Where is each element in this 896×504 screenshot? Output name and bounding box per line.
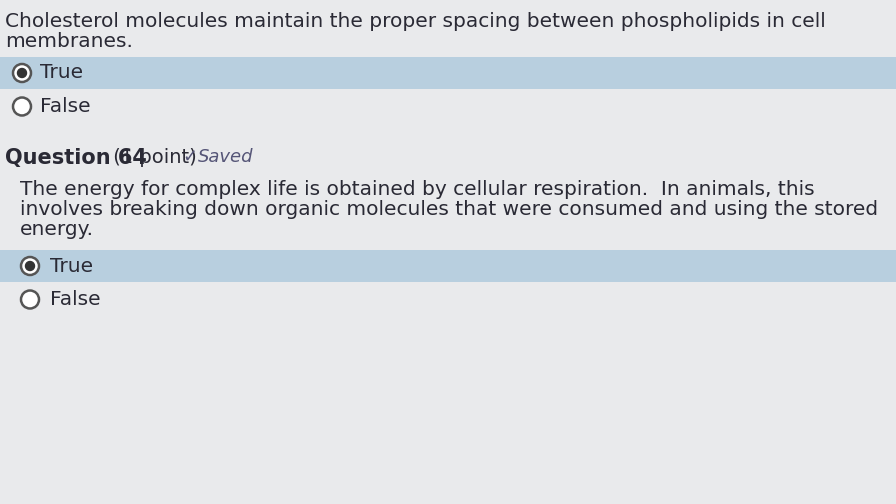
- Text: energy.: energy.: [20, 220, 94, 239]
- Text: (1 point): (1 point): [107, 148, 197, 167]
- Circle shape: [21, 290, 39, 308]
- Text: ✓: ✓: [182, 148, 197, 166]
- Circle shape: [21, 257, 39, 275]
- Text: Cholesterol molecules maintain the proper spacing between phospholipids in cell: Cholesterol molecules maintain the prope…: [5, 12, 826, 31]
- Circle shape: [25, 262, 35, 271]
- Text: True: True: [50, 257, 93, 276]
- Circle shape: [13, 97, 31, 115]
- Circle shape: [13, 64, 31, 82]
- Text: False: False: [50, 290, 100, 309]
- Text: Saved: Saved: [198, 148, 254, 166]
- FancyBboxPatch shape: [0, 250, 896, 282]
- Text: involves breaking down organic molecules that were consumed and using the stored: involves breaking down organic molecules…: [20, 200, 878, 219]
- Text: membranes.: membranes.: [5, 32, 133, 51]
- Text: True: True: [40, 64, 83, 83]
- FancyBboxPatch shape: [0, 57, 896, 89]
- Text: Question 64: Question 64: [5, 148, 147, 168]
- Text: The energy for complex life is obtained by cellular respiration.  In animals, th: The energy for complex life is obtained …: [20, 180, 814, 199]
- Text: False: False: [40, 97, 90, 116]
- Circle shape: [18, 69, 27, 78]
